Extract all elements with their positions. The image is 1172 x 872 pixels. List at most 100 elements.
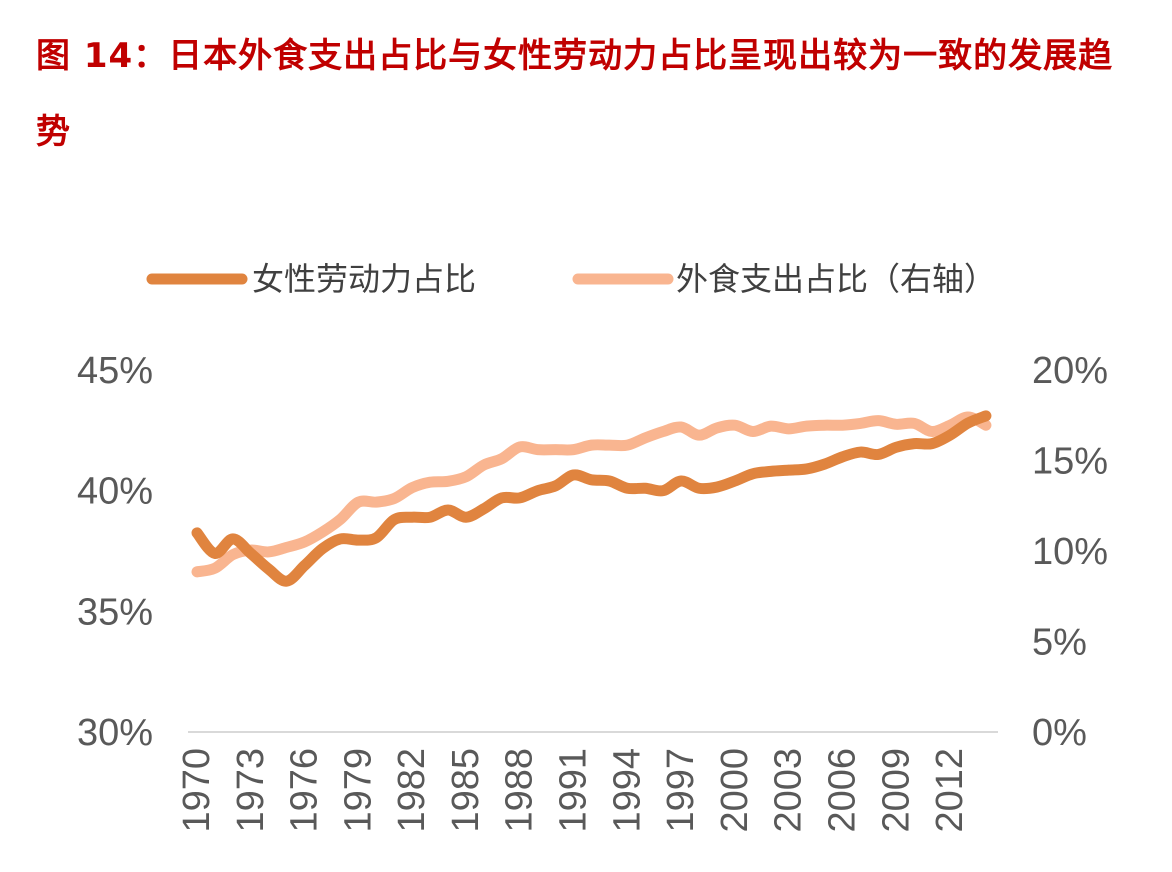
data-point bbox=[859, 422, 861, 424]
data-point bbox=[608, 480, 610, 482]
data-point bbox=[250, 552, 252, 554]
data-point bbox=[824, 424, 826, 426]
x-tick-label: 1979 bbox=[337, 748, 379, 833]
data-point bbox=[411, 487, 413, 489]
x-tick-label: 1982 bbox=[391, 748, 433, 833]
x-tick-label: 2003 bbox=[768, 748, 810, 833]
data-point bbox=[304, 541, 306, 543]
y-right-tick-label: 20% bbox=[1032, 350, 1108, 392]
x-tick-label: 2000 bbox=[714, 748, 756, 833]
y-right-tick-label: 5% bbox=[1032, 622, 1087, 664]
y-left-tick-label: 45% bbox=[77, 350, 153, 392]
data-point bbox=[824, 463, 826, 465]
x-tick-label: 1997 bbox=[660, 748, 702, 833]
data-point bbox=[555, 449, 557, 451]
x-tick-label: 1976 bbox=[284, 748, 326, 833]
data-point bbox=[268, 568, 270, 570]
x-tick-label: 1985 bbox=[445, 748, 487, 833]
data-point bbox=[662, 431, 664, 433]
y-right-tick-label: 10% bbox=[1032, 531, 1108, 573]
data-point bbox=[214, 552, 216, 554]
data-point bbox=[877, 420, 879, 422]
data-point bbox=[895, 446, 897, 448]
data-point bbox=[770, 425, 772, 427]
x-tick-label: 2012 bbox=[929, 748, 971, 833]
x-tick-label: 1994 bbox=[606, 748, 648, 833]
data-point bbox=[734, 480, 736, 482]
legend-label-female-labor: 女性劳动力占比 bbox=[252, 260, 476, 298]
data-point bbox=[465, 516, 467, 518]
data-point bbox=[644, 437, 646, 439]
y-left-tick-label: 40% bbox=[77, 471, 153, 513]
x-tick-label: 1970 bbox=[176, 748, 218, 833]
data-point bbox=[985, 415, 987, 417]
data-point bbox=[519, 446, 521, 448]
data-point bbox=[555, 485, 557, 487]
data-point bbox=[393, 498, 395, 500]
data-point bbox=[268, 551, 270, 553]
y-right-tick-label: 15% bbox=[1032, 441, 1108, 483]
data-point bbox=[501, 497, 503, 499]
data-point bbox=[322, 548, 324, 550]
data-point bbox=[698, 487, 700, 489]
data-point bbox=[429, 516, 431, 518]
x-tick-label: 1988 bbox=[499, 748, 541, 833]
data-point bbox=[913, 443, 915, 445]
data-point bbox=[680, 480, 682, 482]
legend: 女性劳动力占比 外食支出占比（右轴） bbox=[146, 260, 996, 298]
data-point bbox=[537, 449, 539, 451]
data-point bbox=[752, 431, 754, 433]
x-tick-label: 1991 bbox=[553, 748, 595, 833]
data-point bbox=[608, 444, 610, 446]
data-point bbox=[573, 474, 575, 476]
data-point bbox=[357, 501, 359, 503]
data-point bbox=[716, 486, 718, 488]
y-left-tick-label: 30% bbox=[77, 712, 153, 754]
data-point bbox=[590, 444, 592, 446]
data-point bbox=[716, 427, 718, 429]
data-point bbox=[447, 480, 449, 482]
data-point bbox=[949, 424, 951, 426]
data-point bbox=[626, 487, 628, 489]
data-point bbox=[501, 458, 503, 460]
data-point bbox=[806, 425, 808, 427]
data-point bbox=[859, 451, 861, 453]
data-point bbox=[752, 473, 754, 475]
data-point bbox=[590, 479, 592, 481]
data-point bbox=[483, 464, 485, 466]
data-point bbox=[573, 449, 575, 451]
data-point bbox=[734, 424, 736, 426]
data-point bbox=[841, 456, 843, 458]
legend-label-dining-out: 外食支出占比（右轴） bbox=[676, 260, 996, 298]
chart-title: 图 14：日本外食支出占比与女性劳动力占比呈现出较为一致的发展趋势 bbox=[36, 36, 1114, 152]
y-right-tick-label: 0% bbox=[1032, 712, 1087, 754]
data-point bbox=[626, 444, 628, 446]
data-point bbox=[375, 537, 377, 539]
data-point bbox=[519, 497, 521, 499]
data-point bbox=[967, 422, 969, 424]
data-point bbox=[698, 434, 700, 436]
data-point bbox=[411, 516, 413, 518]
data-point bbox=[806, 468, 808, 470]
data-point bbox=[841, 424, 843, 426]
data-point bbox=[339, 518, 341, 520]
data-point bbox=[214, 567, 216, 569]
data-point bbox=[931, 431, 933, 433]
x-tick-label: 1973 bbox=[230, 748, 272, 833]
data-point bbox=[339, 538, 341, 540]
data-point bbox=[788, 428, 790, 430]
x-tick-label: 2006 bbox=[821, 748, 863, 833]
data-point bbox=[788, 469, 790, 471]
data-point bbox=[680, 426, 682, 428]
data-point bbox=[913, 422, 915, 424]
data-point bbox=[196, 532, 198, 534]
data-point bbox=[985, 424, 987, 426]
data-point bbox=[537, 490, 539, 492]
data-point bbox=[931, 443, 933, 445]
data-point bbox=[232, 554, 234, 556]
data-point bbox=[877, 453, 879, 455]
data-point bbox=[196, 571, 198, 573]
data-point bbox=[322, 531, 324, 533]
x-tick-label: 2009 bbox=[875, 748, 917, 833]
data-point bbox=[895, 423, 897, 425]
